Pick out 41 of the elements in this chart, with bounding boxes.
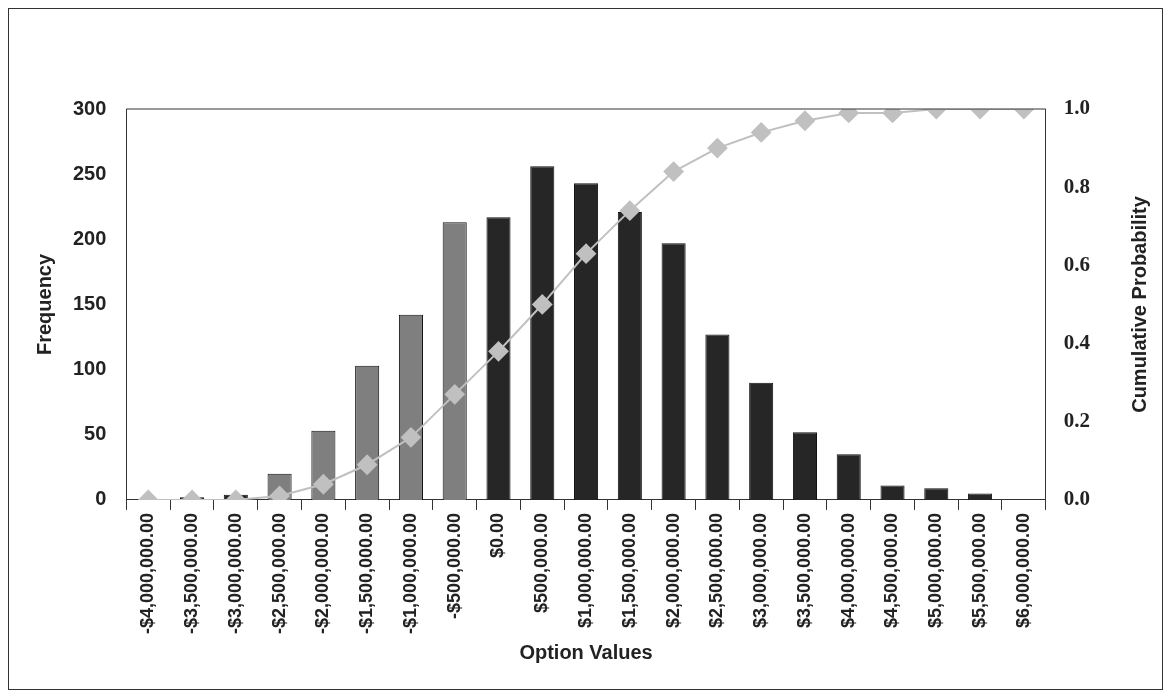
x-tick-label: $0.00 bbox=[487, 512, 508, 558]
x-tick-label: $4,500,000.00 bbox=[881, 512, 902, 629]
y2-tick-label: 0.0 bbox=[1063, 486, 1090, 511]
x-tick-label: $1,500,000.00 bbox=[618, 512, 639, 629]
x-tick-label: $5,000,000.00 bbox=[925, 512, 946, 629]
y2-tick-label: 1.0 bbox=[1063, 95, 1090, 120]
x-axis-title: Option Values bbox=[519, 640, 653, 663]
x-tick-label: -$2,500,000.00 bbox=[268, 512, 289, 634]
y2-axis-title: Cumulative Probability bbox=[1127, 195, 1150, 413]
y2-tick-label: 0.6 bbox=[1063, 251, 1090, 276]
x-tick-label: -$3,000,000.00 bbox=[224, 512, 245, 634]
y2-tick-label: 0.2 bbox=[1063, 408, 1090, 433]
y-tick-label: 300 bbox=[72, 96, 107, 119]
y-tick-label: 0 bbox=[95, 487, 107, 510]
y-tick-label: 200 bbox=[72, 226, 107, 249]
point bbox=[532, 294, 553, 315]
x-tick-label: $500,000.00 bbox=[531, 512, 552, 613]
x-tick-label: -$4,000,000.00 bbox=[137, 512, 158, 634]
x-tick-label: $2,500,000.00 bbox=[706, 512, 727, 629]
point bbox=[488, 341, 509, 362]
point bbox=[619, 200, 640, 221]
x-tick-label: -$1,000,000.00 bbox=[399, 512, 420, 634]
x-tick-label: $3,000,000.00 bbox=[750, 512, 771, 629]
y2-tick-label: 0.8 bbox=[1063, 173, 1090, 198]
y-axis-title: Frequency bbox=[32, 253, 55, 356]
x-tick-label: $3,500,000.00 bbox=[793, 512, 814, 629]
y-tick-label: 100 bbox=[72, 357, 107, 380]
y2-tick-label: 0.4 bbox=[1063, 329, 1091, 354]
point bbox=[576, 243, 597, 264]
x-tick-label: -$2,000,000.00 bbox=[312, 512, 333, 634]
x-tick-label: $4,000,000.00 bbox=[837, 512, 858, 629]
x-tick-label: -$1,500,000.00 bbox=[356, 512, 377, 634]
x-tick-label: $6,000,000.00 bbox=[1012, 512, 1033, 629]
x-tick-label: $5,500,000.00 bbox=[969, 512, 990, 629]
y-tick-label: 250 bbox=[72, 161, 107, 184]
y-tick-label: 150 bbox=[72, 291, 107, 314]
y-tick-label: 50 bbox=[84, 422, 107, 445]
x-tick-label: -$3,500,000.00 bbox=[181, 512, 202, 634]
x-tick-label: $2,000,000.00 bbox=[662, 512, 683, 629]
x-tick-label: $1,000,000.00 bbox=[575, 512, 596, 629]
x-tick-label: -$500,000.00 bbox=[443, 512, 464, 619]
